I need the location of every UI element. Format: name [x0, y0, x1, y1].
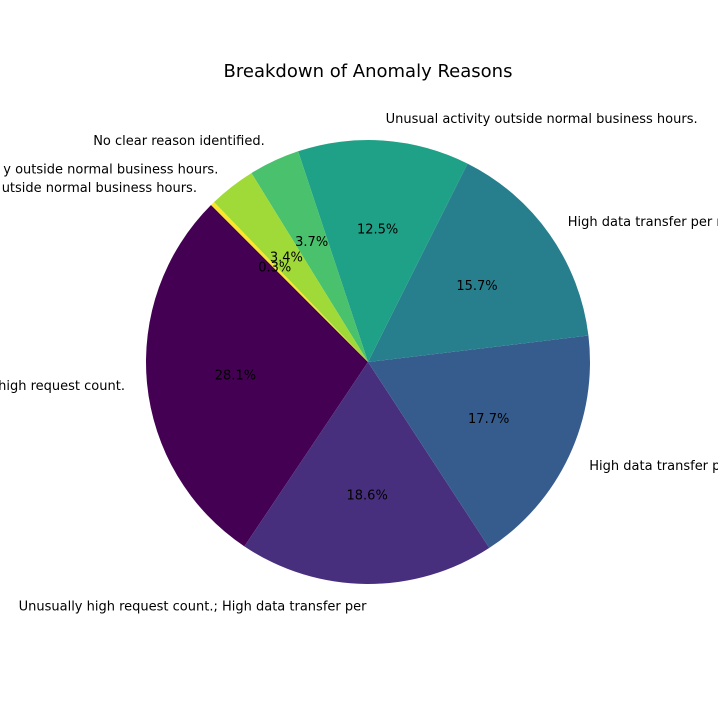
slice-percentage: 15.7% [456, 279, 497, 294]
slice-percentage: 12.5% [357, 223, 398, 238]
pie-slice [145, 205, 368, 547]
slice-percentage: 28.1% [215, 368, 256, 383]
slice-percentage: 17.7% [468, 412, 509, 427]
pie-slice [368, 335, 590, 548]
pie-slices [145, 140, 590, 584]
pie-slice [211, 202, 368, 362]
slice-label: High data transfer p [589, 459, 718, 474]
slice-percentage: 3.7% [295, 235, 328, 250]
pie-slice [368, 163, 589, 362]
pie-slice [214, 173, 368, 362]
pie-slice [244, 362, 490, 584]
pie-slice [251, 151, 368, 362]
slice-label: No clear reason identified. [93, 134, 265, 149]
chart-title: Breakdown of Anomaly Reasons [224, 61, 513, 82]
pie-slice [298, 140, 468, 362]
slice-percentage: 18.6% [347, 489, 388, 504]
slice-label: Unusual activity outside normal business… [386, 112, 698, 127]
slice-percentage: 0.3% [258, 260, 291, 275]
slice-label: High data transfer per req [568, 215, 718, 230]
slice-labels: y high request count. Unusually high requ… [0, 112, 718, 615]
slice-label: y outside normal business hours. [3, 163, 218, 178]
slice-percentage: 3.4% [270, 250, 303, 265]
slice-label: Unusually high request count.; High data… [19, 600, 368, 615]
slice-label: utside normal business hours. [2, 181, 197, 196]
percentage-labels: 28.1% 18.6% 17.7% 15.7% 12.5% 3.7%3.4%0.3% [215, 223, 510, 504]
slice-label: y high request count. [0, 379, 125, 394]
